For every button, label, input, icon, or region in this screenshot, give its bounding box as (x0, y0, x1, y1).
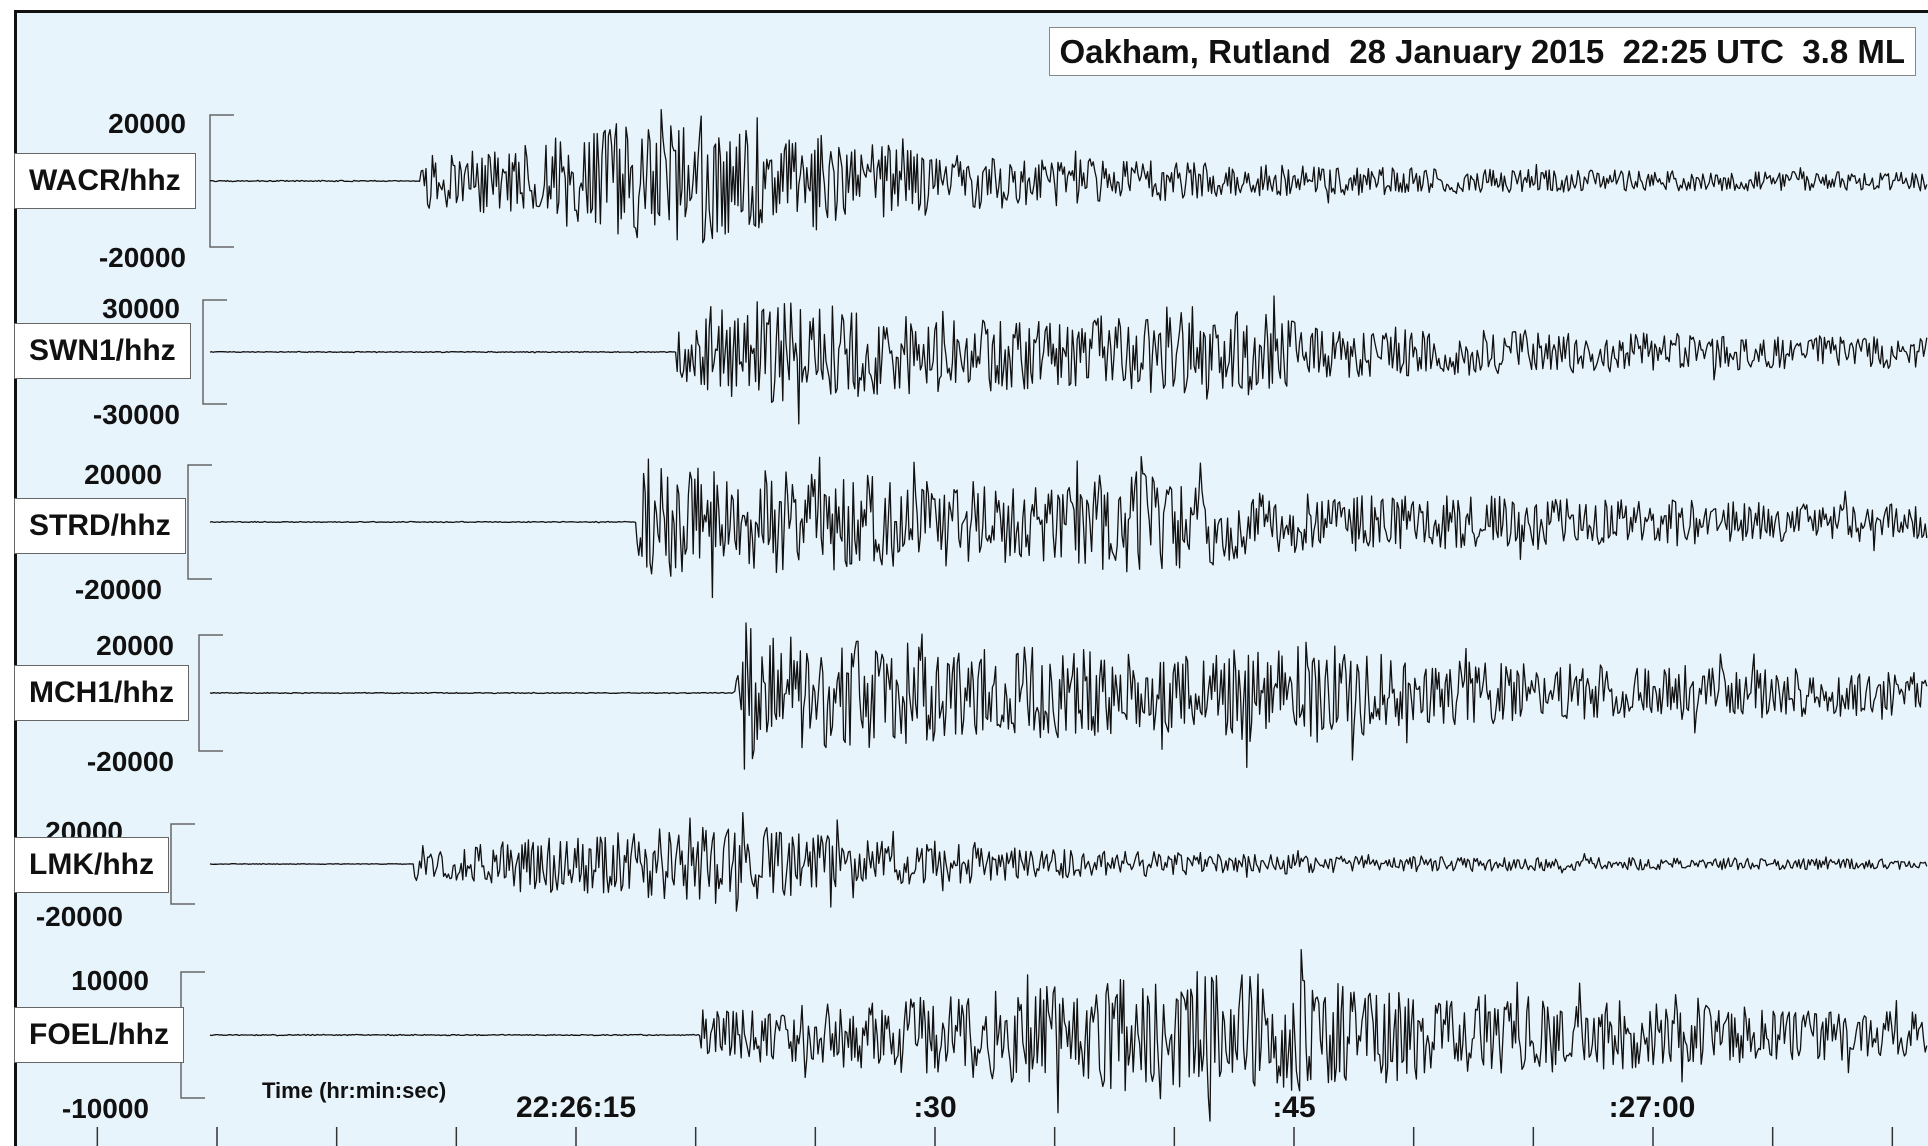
seismogram-trace (209, 295, 1928, 425)
station-label: FOEL/hhz (14, 1007, 184, 1063)
chart-title: Oakham, Rutland 28 January 2015 22:25 UT… (1048, 27, 1916, 76)
station-label: LMK/hhz (14, 837, 169, 893)
amp-max-label: 30000 (102, 293, 180, 324)
amplitude-scale-bracket (187, 464, 212, 580)
x-tick-label: :30 (913, 1091, 957, 1124)
amp-min-label: -20000 (86, 746, 174, 777)
seismogram-plot-area (14, 10, 1928, 1146)
amplitude-scale-bracket (170, 823, 195, 905)
x-tick-label: :45 (1272, 1091, 1316, 1124)
amplitude-scale-bracket (180, 971, 205, 1099)
station-label: MCH1/hhz (14, 665, 189, 721)
amp-min-label: -30000 (92, 399, 180, 430)
amp-max-label: 10000 (71, 965, 149, 996)
amp-min-label: -20000 (74, 574, 162, 605)
x-tick-label: :27:00 (1608, 1091, 1696, 1124)
amp-max-label: 20000 (108, 108, 186, 139)
amp-max-label: 20000 (96, 630, 174, 661)
seismogram-trace (209, 109, 1928, 244)
seismogram-trace (209, 455, 1928, 599)
amplitude-scale-bracket (198, 634, 223, 752)
station-label: WACR/hhz (14, 153, 196, 209)
x-axis-label: Time (hr:min:sec) (262, 1078, 447, 1103)
amplitude-scale-bracket (209, 114, 234, 248)
station-label: STRD/hhz (14, 498, 186, 554)
seismogram-trace (209, 812, 1928, 912)
amp-min-label: -20000 (98, 242, 186, 273)
station-label: SWN1/hhz (14, 323, 191, 379)
seismogram-trace (209, 948, 1928, 1122)
amp-min-label: -20000 (35, 901, 123, 932)
seismogram-trace (209, 622, 1928, 770)
amp-min-label: -10000 (61, 1093, 149, 1124)
amp-max-label: 20000 (84, 459, 162, 490)
amplitude-scale-bracket (202, 299, 227, 405)
x-tick-label: 22:26:15 (515, 1091, 637, 1124)
